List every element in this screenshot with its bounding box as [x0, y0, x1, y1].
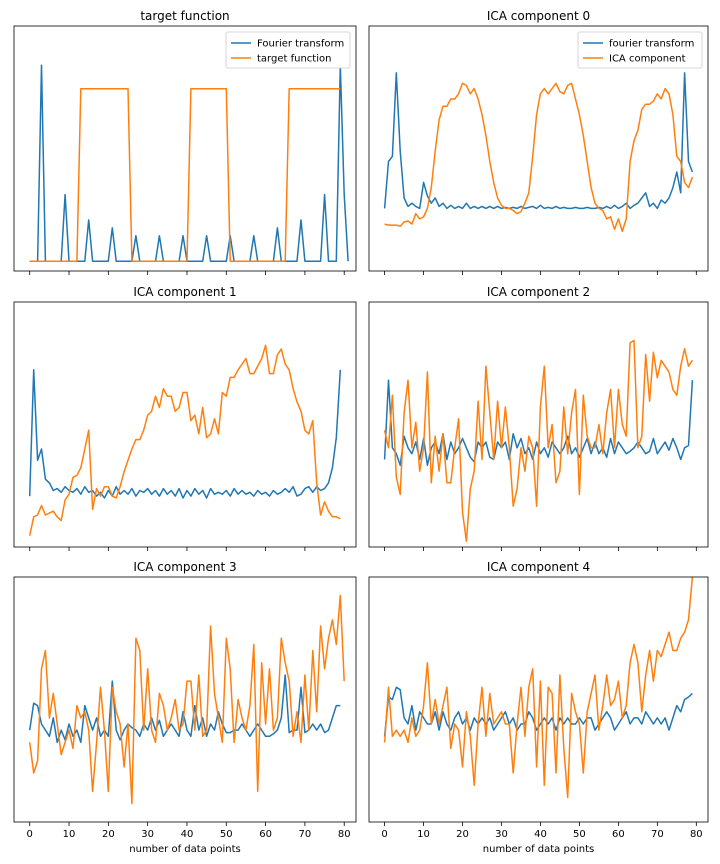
x-axis-label: number of data points — [483, 844, 594, 855]
series-line-0 — [383, 72, 694, 210]
x-tick-label: 0 — [381, 829, 387, 840]
x-tick-label: 80 — [690, 829, 703, 840]
chart-title: ICA component 1 — [133, 285, 236, 299]
plot-frame — [368, 301, 709, 548]
x-tick-label: 20 — [102, 829, 115, 840]
series-line-1 — [383, 576, 694, 799]
x-tick-label: 30 — [141, 829, 154, 840]
x-tick-label: 10 — [63, 829, 76, 840]
chart-panel-1: ICA component 0 fourier transform ICA comp… — [368, 9, 709, 275]
series-line-0 — [28, 674, 341, 744]
x-tick-label: 50 — [573, 829, 586, 840]
x-tick-label: 60 — [259, 829, 272, 840]
x-tick-label: 80 — [338, 829, 351, 840]
x-tick-label: 10 — [417, 829, 430, 840]
series-line-1 — [383, 339, 694, 542]
x-axis-label: number of data points — [129, 844, 240, 855]
plot-frame — [368, 25, 709, 272]
chart-title: ICA component 2 — [487, 285, 590, 299]
x-tick-label: 30 — [495, 829, 508, 840]
chart-panel-5: ICA component 4 0 10 20 30 40 50 60 70 80 number o… — [368, 560, 709, 855]
chart-panel-0: target function Fourier transform target f… — [13, 9, 357, 275]
plot-frame — [13, 301, 357, 548]
legend-label: Fourier transform — [257, 39, 344, 50]
legend-label: target function — [257, 54, 331, 65]
series-line-0 — [29, 64, 349, 262]
series-line-0 — [28, 369, 342, 499]
series-line-1 — [28, 344, 341, 536]
x-tick-label: 60 — [612, 829, 625, 840]
x-tick-label: 70 — [651, 829, 664, 840]
series-line-1 — [28, 594, 345, 805]
x-tick-label: 70 — [299, 829, 312, 840]
legend-box — [225, 31, 351, 69]
x-tick-label: 50 — [220, 829, 233, 840]
series-line-1 — [29, 87, 341, 262]
plot-frame — [368, 576, 709, 823]
plot-frame — [13, 576, 357, 823]
chart-panel-2: ICA component 1 — [13, 285, 357, 551]
x-tick-label: 0 — [27, 829, 33, 840]
legend: fourier transform ICA component — [577, 31, 703, 69]
legend-label: ICA component — [609, 54, 686, 65]
chart-title: ICA component 0 — [487, 9, 590, 23]
chart-panel-3: ICA component 2 — [368, 285, 709, 551]
x-tick-label: 20 — [456, 829, 469, 840]
series-line-1 — [384, 82, 694, 233]
plot-frame — [13, 25, 357, 272]
x-tick-label: 40 — [534, 829, 547, 840]
chart-panel-4: ICA component 3 0 10 20 30 40 50 60 70 80 number o… — [13, 560, 357, 855]
legend: Fourier transform target function — [225, 31, 351, 69]
chart-title: target function — [140, 9, 229, 23]
chart-title: ICA component 4 — [487, 560, 590, 574]
x-tick-label: 40 — [181, 829, 194, 840]
chart-title: ICA component 3 — [133, 560, 236, 574]
legend-label: fourier transform — [609, 39, 694, 50]
legend-box — [577, 31, 703, 69]
